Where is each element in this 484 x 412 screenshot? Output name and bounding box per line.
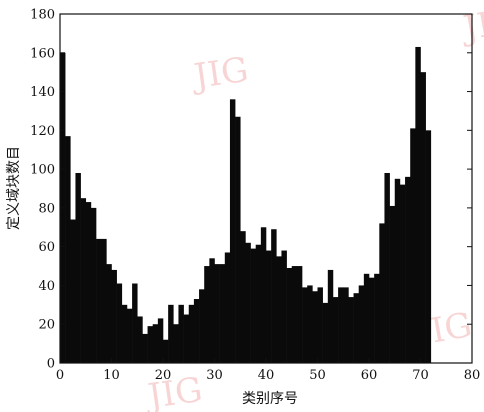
x-tick-label: 20: [155, 368, 172, 383]
bar: [250, 248, 256, 363]
bar: [183, 314, 190, 363]
bar: [121, 304, 128, 363]
bar: [332, 297, 339, 363]
watermark-jig: JIG: [143, 370, 205, 412]
bar: [101, 238, 107, 363]
bar: [369, 277, 375, 363]
bar: [307, 285, 313, 363]
bar: [214, 264, 220, 363]
bar-series: [60, 46, 432, 364]
watermark-jig: JIG: [189, 50, 251, 98]
bar: [163, 339, 169, 363]
bar: [219, 264, 226, 363]
bar: [384, 172, 390, 363]
bar: [291, 266, 298, 363]
y-tick-label: 140: [30, 85, 55, 100]
bar: [152, 324, 159, 363]
y-tick-label: 100: [30, 163, 55, 178]
bar: [173, 324, 179, 363]
bar: [296, 266, 303, 363]
y-tick-label: 160: [30, 46, 55, 61]
bar: [255, 244, 262, 363]
bar: [111, 269, 117, 363]
bar: [389, 205, 396, 363]
bar: [245, 242, 251, 363]
bar: [286, 267, 293, 363]
bar: [425, 130, 432, 363]
bar: [240, 231, 246, 363]
bar: [90, 207, 97, 363]
bar: [199, 289, 205, 363]
bar: [302, 287, 308, 363]
y-axis: 0 20 40 60 80 100 120 140 160 180: [30, 8, 472, 372]
bar: [405, 176, 411, 363]
y-tick-label: 40: [38, 279, 55, 294]
bar: [65, 136, 71, 363]
watermark-jig: JIG: [458, 0, 484, 49]
x-tick-label: 30: [206, 368, 223, 383]
x-tick-label: 80: [464, 368, 481, 383]
bar: [317, 287, 323, 363]
bar: [96, 238, 102, 363]
bar: [75, 172, 81, 363]
x-axis: 0 10 20 30 40 50 60 70 80: [56, 358, 480, 383]
bar: [420, 72, 426, 364]
y-tick-label: 20: [38, 318, 55, 333]
y-tick-label: 180: [30, 8, 55, 23]
x-tick-label: 10: [103, 368, 120, 383]
bar: [224, 252, 231, 363]
bar: [209, 258, 215, 363]
bar: [394, 178, 401, 363]
bar: [116, 283, 123, 363]
bar: [193, 299, 200, 363]
bar: [358, 285, 365, 363]
bar: [374, 273, 380, 363]
bar: [343, 287, 349, 363]
bar: [142, 333, 148, 363]
bar: [106, 264, 112, 363]
bar: [266, 250, 272, 363]
bar: [348, 297, 354, 363]
bar: [379, 223, 385, 363]
bar: [276, 256, 282, 363]
x-tick-label: 50: [309, 368, 326, 383]
bar: [178, 304, 184, 363]
bar: [147, 326, 153, 363]
bar: [132, 283, 138, 363]
x-tick-label: 40: [258, 368, 275, 383]
y-tick-label: 60: [38, 240, 55, 255]
bar: [235, 116, 241, 363]
bar: [80, 198, 87, 363]
bar: [271, 229, 277, 363]
bar: [410, 128, 416, 363]
y-tick-label: 0: [47, 357, 55, 372]
x-tick-label: 0: [56, 368, 64, 383]
bar: [363, 273, 370, 363]
bar: [126, 308, 133, 363]
bar: [260, 227, 267, 363]
bar: [353, 293, 359, 363]
bar: [204, 266, 210, 363]
bar: [85, 202, 92, 363]
x-tick-label: 70: [412, 368, 429, 383]
bar: [137, 316, 143, 363]
bar: [70, 219, 76, 363]
y-tick-label: 120: [30, 124, 55, 139]
bar: [157, 318, 164, 363]
bar: [327, 269, 334, 363]
bar: [168, 304, 174, 363]
x-axis-title: 类别序号: [242, 391, 298, 407]
y-axis-title: 定义域块数目: [6, 146, 22, 230]
bar: [415, 46, 421, 364]
bar: [338, 287, 344, 363]
bar: [188, 304, 195, 363]
bar: [229, 99, 236, 363]
bar: [312, 291, 318, 363]
bar: [322, 302, 329, 363]
y-tick-label: 80: [38, 201, 55, 216]
x-tick-label: 60: [361, 368, 378, 383]
bar: [281, 250, 287, 363]
bar: [399, 184, 406, 363]
